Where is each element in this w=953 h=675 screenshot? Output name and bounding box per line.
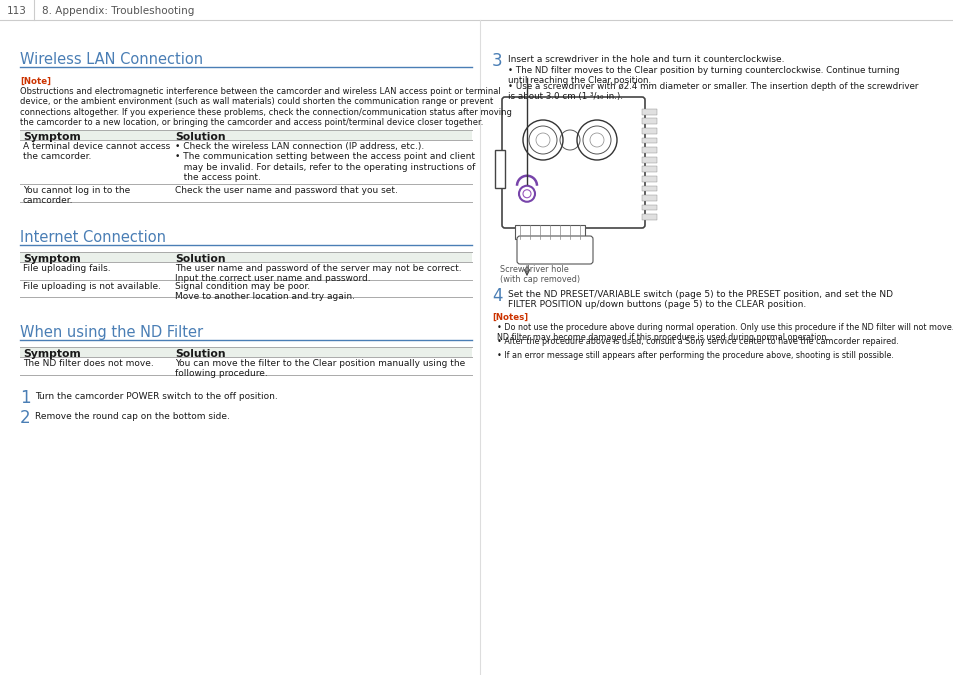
Text: • Do not use the procedure above during normal operation. Only use this procedur: • Do not use the procedure above during … (497, 323, 953, 342)
Bar (641, 214, 657, 220)
Text: When using the ND Filter: When using the ND Filter (20, 325, 203, 340)
Text: Internet Connection: Internet Connection (20, 230, 166, 245)
Text: Symptom: Symptom (23, 254, 81, 264)
Text: Solution: Solution (174, 132, 226, 142)
Text: Remove the round cap on the bottom side.: Remove the round cap on the bottom side. (35, 412, 230, 421)
Bar (20, 252, 472, 262)
Text: You can move the filter to the Clear position manually using the
following proce: You can move the filter to the Clear pos… (174, 359, 465, 379)
Text: • The ND filter moves to the Clear position by turning counterclockwise. Continu: • The ND filter moves to the Clear posit… (507, 66, 899, 86)
Text: 8. Appendix: Troubleshooting: 8. Appendix: Troubleshooting (42, 6, 194, 16)
Bar (515, 225, 584, 239)
Text: 113: 113 (7, 6, 27, 16)
Text: A terminal device cannot access
the camcorder.: A terminal device cannot access the camc… (23, 142, 170, 161)
Text: Symptom: Symptom (23, 349, 81, 359)
FancyBboxPatch shape (517, 236, 593, 264)
Text: 3: 3 (492, 52, 502, 70)
Text: • If an error message still appears after performing the procedure above, shooti: • If an error message still appears afte… (497, 351, 893, 360)
Text: File uploading is not available.: File uploading is not available. (23, 282, 161, 291)
Text: 4: 4 (492, 287, 502, 305)
Bar (641, 186, 657, 191)
Text: Obstructions and electromagnetic interference between the camcorder and wireless: Obstructions and electromagnetic interfe… (20, 87, 512, 127)
Text: The ND filter does not move.: The ND filter does not move. (23, 359, 153, 368)
Bar (495, 150, 504, 188)
Text: Solution: Solution (174, 349, 226, 359)
Text: 2: 2 (20, 409, 30, 427)
Bar (641, 195, 657, 201)
Text: [Note]: [Note] (20, 77, 51, 86)
Bar (641, 138, 657, 143)
Bar (641, 166, 657, 172)
Bar (641, 205, 657, 211)
Text: Check the user name and password that you set.: Check the user name and password that yo… (174, 186, 397, 195)
Bar (641, 118, 657, 124)
Text: Set the ND PRESET/VARIABLE switch (page 5) to the PRESET position, and set the N: Set the ND PRESET/VARIABLE switch (page … (507, 290, 892, 309)
Text: • Check the wireless LAN connection (IP address, etc.).
• The communication sett: • Check the wireless LAN connection (IP … (174, 142, 475, 182)
Text: The user name and password of the server may not be correct.
Input the correct u: The user name and password of the server… (174, 264, 461, 284)
Text: Symptom: Symptom (23, 132, 81, 142)
Text: [Notes]: [Notes] (492, 313, 528, 322)
Text: Solution: Solution (174, 254, 226, 264)
Bar (641, 157, 657, 163)
Text: Wireless LAN Connection: Wireless LAN Connection (20, 52, 203, 67)
Text: Insert a screwdriver in the hole and turn it counterclockwise.: Insert a screwdriver in the hole and tur… (507, 55, 783, 64)
Bar (641, 128, 657, 134)
Text: Screwdriver hole
(with cap removed): Screwdriver hole (with cap removed) (499, 265, 579, 284)
Bar (641, 147, 657, 153)
Text: Signal condition may be poor.
Move to another location and try again.: Signal condition may be poor. Move to an… (174, 282, 355, 302)
Text: 1: 1 (20, 389, 30, 407)
Text: You cannot log in to the
camcorder.: You cannot log in to the camcorder. (23, 186, 131, 205)
Text: Turn the camcorder POWER switch to the off position.: Turn the camcorder POWER switch to the o… (35, 392, 277, 401)
FancyBboxPatch shape (501, 97, 644, 228)
Bar (20, 347, 472, 357)
Bar (641, 176, 657, 182)
Text: • Use a screwdriver with ø2.4 mm diameter or smaller. The insertion depth of the: • Use a screwdriver with ø2.4 mm diamete… (507, 82, 918, 101)
Text: File uploading fails.: File uploading fails. (23, 264, 111, 273)
Bar (641, 109, 657, 115)
Text: • After the procedure above is used, consult a Sony service center to have the c: • After the procedure above is used, con… (497, 337, 898, 346)
Bar (20, 130, 472, 140)
